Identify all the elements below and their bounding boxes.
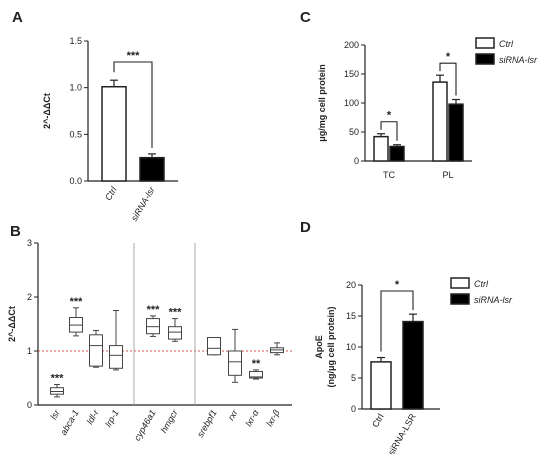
panel-a-x-label: Ctrl [103,184,119,202]
panel-c-y-tick-label: 200 [344,40,359,50]
panel-d-bar-0 [370,361,392,410]
panel-a-bar-1 [139,156,165,182]
panel-b-x-label: cyp46a1 [132,408,158,442]
panel-d-y-tick-label: 5 [351,373,356,383]
panel-c-significance-label: * [446,51,451,63]
panel-a-chart: 0.0 0.5 1.0 1.5 2^-ΔΔCt Ctrl siRNA-lsr *** [42,36,178,223]
panel-b-x-label: lrp-1 [103,408,121,429]
panel-b-y-tick-label: 1 [27,346,32,356]
panel-letter-a: A [12,9,23,26]
panel-c-chart: 0 50 100 150 200 μg/mg cell protein TC * PL * Ctrl… [317,37,538,180]
panel-a-y-tick-label: 1.0 [69,83,82,93]
panel-b-box-lxr-α [249,371,263,379]
panel-b-box-rxr [228,350,242,376]
panel-b-significance-label: ** [252,358,261,370]
panel-b-x-label: lxr-β [264,408,281,428]
panel-a-bar-0 [101,85,127,182]
panel-b-y-tick-label: 2 [27,292,32,302]
panel-d-y-tick-label: 20 [346,280,356,290]
panel-d-significance-label: * [395,279,400,291]
panel-d-x-label: siRNA-LSR [386,412,418,454]
panel-a-y-tick-label: 1.5 [69,36,82,46]
panel-c-significance-bracket [380,121,398,141]
panel-a-significance-label: *** [127,50,141,62]
panel-a-x-label: siRNA-lsr [129,184,157,223]
panel-c-bar-ctrl [373,135,389,162]
panel-d-y-tick-label: 10 [346,342,356,352]
panel-b-x-label: hmgcr [159,407,181,435]
panel-a-y-tick-label: 0.0 [69,176,82,186]
panel-b-box-lsr [50,387,64,395]
panel-b-y-tick-label: 0 [27,400,32,410]
panel-d-legend-label: siRNA-lsr [474,295,513,305]
panel-d-legend-swatch-1 [450,293,470,305]
panel-b-significance-label: *** [51,372,65,384]
panel-d-legend-label: Ctrl [474,279,489,289]
panel-b-y-axis-label: 2^-ΔΔCt [7,306,17,342]
panel-c-legend-label: Ctrl [499,39,514,49]
panel-c-y-axis-label: μg/mg cell protein [317,64,327,142]
panel-b-x-label: ldl-r [85,407,102,426]
panel-d-y-tick-label: 0 [351,404,356,414]
panel-b-x-label: rxr [226,407,240,422]
panel-c-y-tick-label: 50 [349,127,359,137]
panel-letter-c: C [300,9,311,26]
panel-b-x-label: srebpf1 [195,408,219,439]
panel-c-significance-bracket [439,62,457,96]
panel-b-significance-label: *** [147,304,161,316]
panel-d-y-axis-label-units: (ng/μg cell protein) [326,306,336,387]
panel-c-bar-ctrl [432,81,448,162]
panel-d-y-axis-label: ApoE [314,335,324,359]
panel-c-legend-swatch-sirna-lsr [475,53,495,65]
panel-c-x-label: PL [442,170,453,180]
panel-letter-d: D [300,219,311,236]
panel-c-bar-sirna-lsr [448,103,464,162]
panel-a-y-tick-label: 0.5 [69,129,82,139]
panel-b-chart: 0 1 2 3 2^-ΔΔCt *** lsr *** abca-1 ldl-r lrp-1 *** c… [7,238,292,442]
panel-letter-b: B [10,223,21,240]
panel-b-significance-label: *** [70,296,84,308]
panel-a-significance-bracket [113,61,153,148]
panel-c-legend-label: siRNA-lsr [499,55,538,65]
panel-b-significance-label: *** [169,307,183,319]
panel-c-y-tick-label: 150 [344,69,359,79]
panel-b-box-srebpf1 [207,337,221,356]
panel-b-box-ldl-r [89,334,103,367]
panel-c-y-tick-label: 0 [354,156,359,166]
panel-c-bar-sirna-lsr [389,145,405,162]
panel-c-y-tick-label: 100 [344,98,359,108]
panel-d-significance-bracket [380,290,414,352]
panel-b-box-lrp-1 [109,345,123,369]
panel-b-y-tick-label: 3 [27,238,32,248]
panel-d-legend-swatch-0 [450,277,470,289]
panel-b-x-label: lsr [48,407,62,421]
panel-b-x-label: abca-1 [58,408,80,437]
panel-b-box-cyp46a1 [146,318,160,335]
panel-b-x-label: lxr-α [243,407,261,428]
panel-c-significance-label: * [387,110,392,122]
panel-a-y-axis-label: 2^-ΔΔCt [42,93,52,129]
panel-d-x-label: Ctrl [370,412,386,429]
panel-c-x-label: TC [383,170,395,180]
panel-c-legend-swatch-ctrl [475,37,495,49]
panel-d-bar-1 [402,320,424,410]
panel-b-box-hmgcr [168,326,182,340]
panel-d-y-tick-label: 15 [346,311,356,321]
